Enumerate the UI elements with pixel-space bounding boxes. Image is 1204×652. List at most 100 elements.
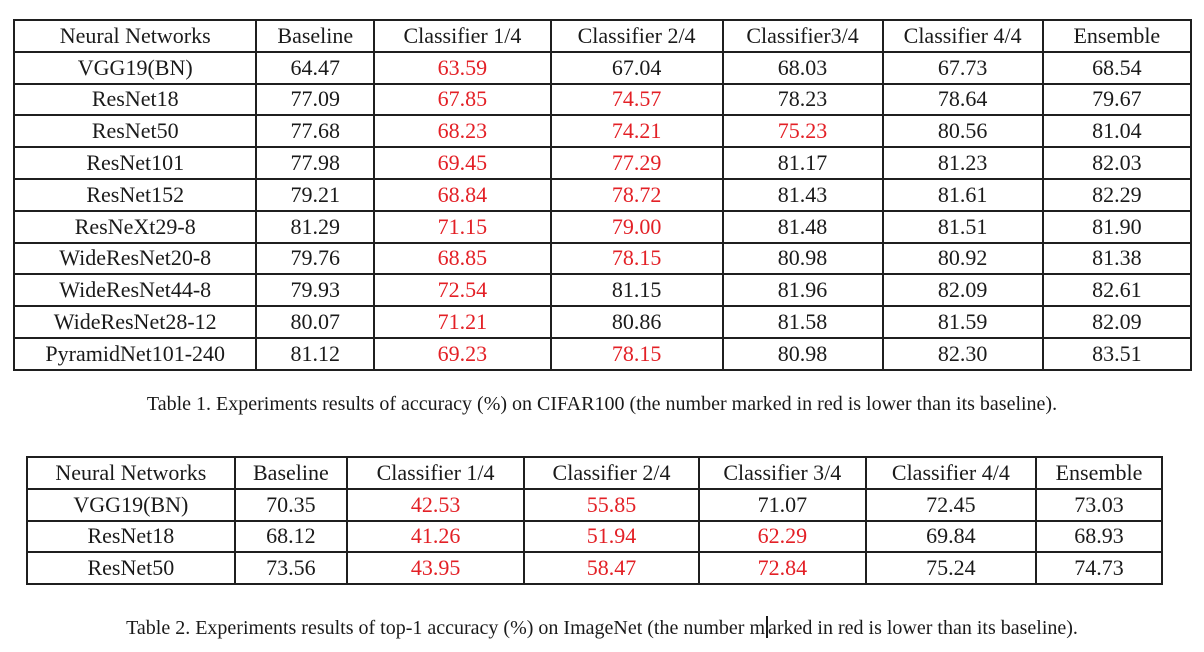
model-name-cell: PyramidNet101-240 bbox=[12, 336, 258, 371]
accuracy-value-cell: 82.30 bbox=[881, 336, 1044, 371]
header-row: Neural Networks Baseline Classifier 1/4 Cla… bbox=[26, 456, 1164, 490]
accuracy-value-cell: 62.29 bbox=[697, 519, 867, 554]
cifar100-results-table: Neural Networks Baseline Classifier 1/4 Cla… bbox=[12, 19, 1193, 371]
model-name-cell: ResNet101 bbox=[12, 146, 258, 180]
accuracy-value-cell: 74.21 bbox=[549, 114, 724, 149]
accuracy-value-cell: 81.90 bbox=[1041, 209, 1193, 244]
table-row: PyramidNet101-240 81.12 69.23 78.15 80.98 82.… bbox=[12, 336, 1193, 371]
accuracy-value-cell: 79.93 bbox=[255, 273, 376, 308]
accuracy-value-cell: 69.84 bbox=[864, 519, 1037, 554]
accuracy-value-cell: 78.23 bbox=[721, 82, 884, 117]
column-header: Classifier 4/4 bbox=[881, 19, 1044, 53]
table-row: ResNet101 77.98 69.45 77.29 81.17 81.23 82.03 bbox=[12, 146, 1193, 180]
accuracy-value-cell: 80.92 bbox=[881, 241, 1044, 276]
accuracy-value-cell: 71.07 bbox=[697, 487, 867, 522]
accuracy-value-cell: 64.47 bbox=[255, 50, 376, 85]
column-header: Neural Networks bbox=[26, 456, 236, 490]
accuracy-value-cell: 72.54 bbox=[373, 273, 552, 308]
accuracy-value-cell: 41.26 bbox=[346, 519, 526, 554]
accuracy-value-cell: 77.68 bbox=[255, 114, 376, 149]
accuracy-value-cell: 73.56 bbox=[233, 551, 349, 586]
accuracy-value-cell: 67.04 bbox=[549, 50, 724, 85]
model-name-cell: WideResNet44-8 bbox=[12, 273, 258, 308]
accuracy-value-cell: 68.54 bbox=[1041, 50, 1193, 85]
accuracy-value-cell: 80.07 bbox=[255, 305, 376, 339]
accuracy-value-cell: 70.35 bbox=[233, 487, 349, 522]
accuracy-value-cell: 42.53 bbox=[346, 487, 526, 522]
model-name-cell: ResNeXt29-8 bbox=[12, 209, 258, 244]
accuracy-value-cell: 78.15 bbox=[549, 336, 724, 371]
table-row: ResNet152 79.21 68.84 78.72 81.43 81.61 82.29 bbox=[12, 177, 1193, 212]
accuracy-value-cell: 81.12 bbox=[255, 336, 376, 371]
table2-caption-after: arked in red is lower than its baseline)… bbox=[768, 617, 1078, 639]
accuracy-value-cell: 80.98 bbox=[721, 336, 884, 371]
accuracy-value-cell: 81.58 bbox=[721, 305, 884, 339]
accuracy-value-cell: 72.45 bbox=[864, 487, 1037, 522]
accuracy-value-cell: 82.09 bbox=[1041, 305, 1193, 339]
column-header: Classifier3/4 bbox=[721, 19, 884, 53]
accuracy-value-cell: 80.56 bbox=[881, 114, 1044, 149]
accuracy-value-cell: 72.84 bbox=[697, 551, 867, 586]
accuracy-value-cell: 55.85 bbox=[523, 487, 700, 522]
accuracy-value-cell: 81.96 bbox=[721, 273, 884, 308]
accuracy-value-cell: 81.43 bbox=[721, 177, 884, 212]
accuracy-value-cell: 67.73 bbox=[881, 50, 1044, 85]
table2-caption-before: Table 2. Experiments results of top-1 ac… bbox=[126, 617, 766, 639]
accuracy-value-cell: 71.21 bbox=[373, 305, 552, 339]
accuracy-value-cell: 79.00 bbox=[549, 209, 724, 244]
accuracy-value-cell: 79.76 bbox=[255, 241, 376, 276]
accuracy-value-cell: 77.29 bbox=[549, 146, 724, 180]
column-header: Classifier 4/4 bbox=[864, 456, 1037, 490]
model-name-cell: ResNet18 bbox=[12, 82, 258, 117]
accuracy-value-cell: 77.09 bbox=[255, 82, 376, 117]
accuracy-value-cell: 79.67 bbox=[1041, 82, 1193, 117]
accuracy-value-cell: 82.29 bbox=[1041, 177, 1193, 212]
accuracy-value-cell: 67.85 bbox=[373, 82, 552, 117]
accuracy-value-cell: 43.95 bbox=[346, 551, 526, 586]
column-header: Baseline bbox=[255, 19, 376, 53]
accuracy-value-cell: 74.73 bbox=[1034, 551, 1164, 586]
model-name-cell: WideResNet20-8 bbox=[12, 241, 258, 276]
accuracy-value-cell: 78.15 bbox=[549, 241, 724, 276]
accuracy-value-cell: 69.23 bbox=[373, 336, 552, 371]
accuracy-value-cell: 81.59 bbox=[881, 305, 1044, 339]
accuracy-value-cell: 80.98 bbox=[721, 241, 884, 276]
accuracy-value-cell: 82.03 bbox=[1041, 146, 1193, 180]
column-header: Baseline bbox=[233, 456, 349, 490]
model-name-cell: ResNet50 bbox=[26, 551, 236, 586]
table-row: ResNet50 77.68 68.23 74.21 75.23 80.56 81.04 bbox=[12, 114, 1193, 149]
accuracy-value-cell: 51.94 bbox=[523, 519, 700, 554]
table-row: VGG19(BN) 70.35 42.53 55.85 71.07 72.45 73.03 bbox=[26, 487, 1164, 522]
accuracy-value-cell: 68.85 bbox=[373, 241, 552, 276]
column-header: Classifier 2/4 bbox=[549, 19, 724, 53]
accuracy-value-cell: 68.23 bbox=[373, 114, 552, 149]
model-name-cell: VGG19(BN) bbox=[12, 50, 258, 85]
column-header: Classifier 2/4 bbox=[523, 456, 700, 490]
table1-caption: Table 1. Experiments results of accuracy… bbox=[146, 393, 1058, 415]
accuracy-value-cell: 68.84 bbox=[373, 177, 552, 212]
model-name-cell: WideResNet28-12 bbox=[12, 305, 258, 339]
accuracy-value-cell: 81.04 bbox=[1041, 114, 1193, 149]
accuracy-value-cell: 81.51 bbox=[881, 209, 1044, 244]
table-row: WideResNet20-8 79.76 68.85 78.15 80.98 80.92 8… bbox=[12, 241, 1193, 276]
accuracy-value-cell: 81.15 bbox=[549, 273, 724, 308]
table2-caption: Table 2. Experiments results of top-1 ac… bbox=[0, 616, 1204, 640]
accuracy-value-cell: 74.57 bbox=[549, 82, 724, 117]
accuracy-value-cell: 69.45 bbox=[373, 146, 552, 180]
accuracy-value-cell: 75.24 bbox=[864, 551, 1037, 586]
header-row: Neural Networks Baseline Classifier 1/4 Cla… bbox=[12, 19, 1193, 53]
accuracy-value-cell: 73.03 bbox=[1034, 487, 1164, 522]
column-header: Ensemble bbox=[1041, 19, 1193, 53]
accuracy-value-cell: 68.93 bbox=[1034, 519, 1164, 554]
accuracy-value-cell: 58.47 bbox=[523, 551, 700, 586]
model-name-cell: VGG19(BN) bbox=[26, 487, 236, 522]
column-header: Neural Networks bbox=[12, 19, 258, 53]
column-header: Classifier 1/4 bbox=[346, 456, 526, 490]
imagenet-results-table: Neural Networks Baseline Classifier 1/4 Cla… bbox=[26, 456, 1164, 586]
accuracy-value-cell: 78.64 bbox=[881, 82, 1044, 117]
table-row: VGG19(BN) 64.47 63.59 67.04 68.03 67.73 68.54 bbox=[12, 50, 1193, 85]
model-name-cell: ResNet18 bbox=[26, 519, 236, 554]
table-row: ResNet18 77.09 67.85 74.57 78.23 78.64 79.67 bbox=[12, 82, 1193, 117]
accuracy-value-cell: 81.48 bbox=[721, 209, 884, 244]
accuracy-value-cell: 81.38 bbox=[1041, 241, 1193, 276]
